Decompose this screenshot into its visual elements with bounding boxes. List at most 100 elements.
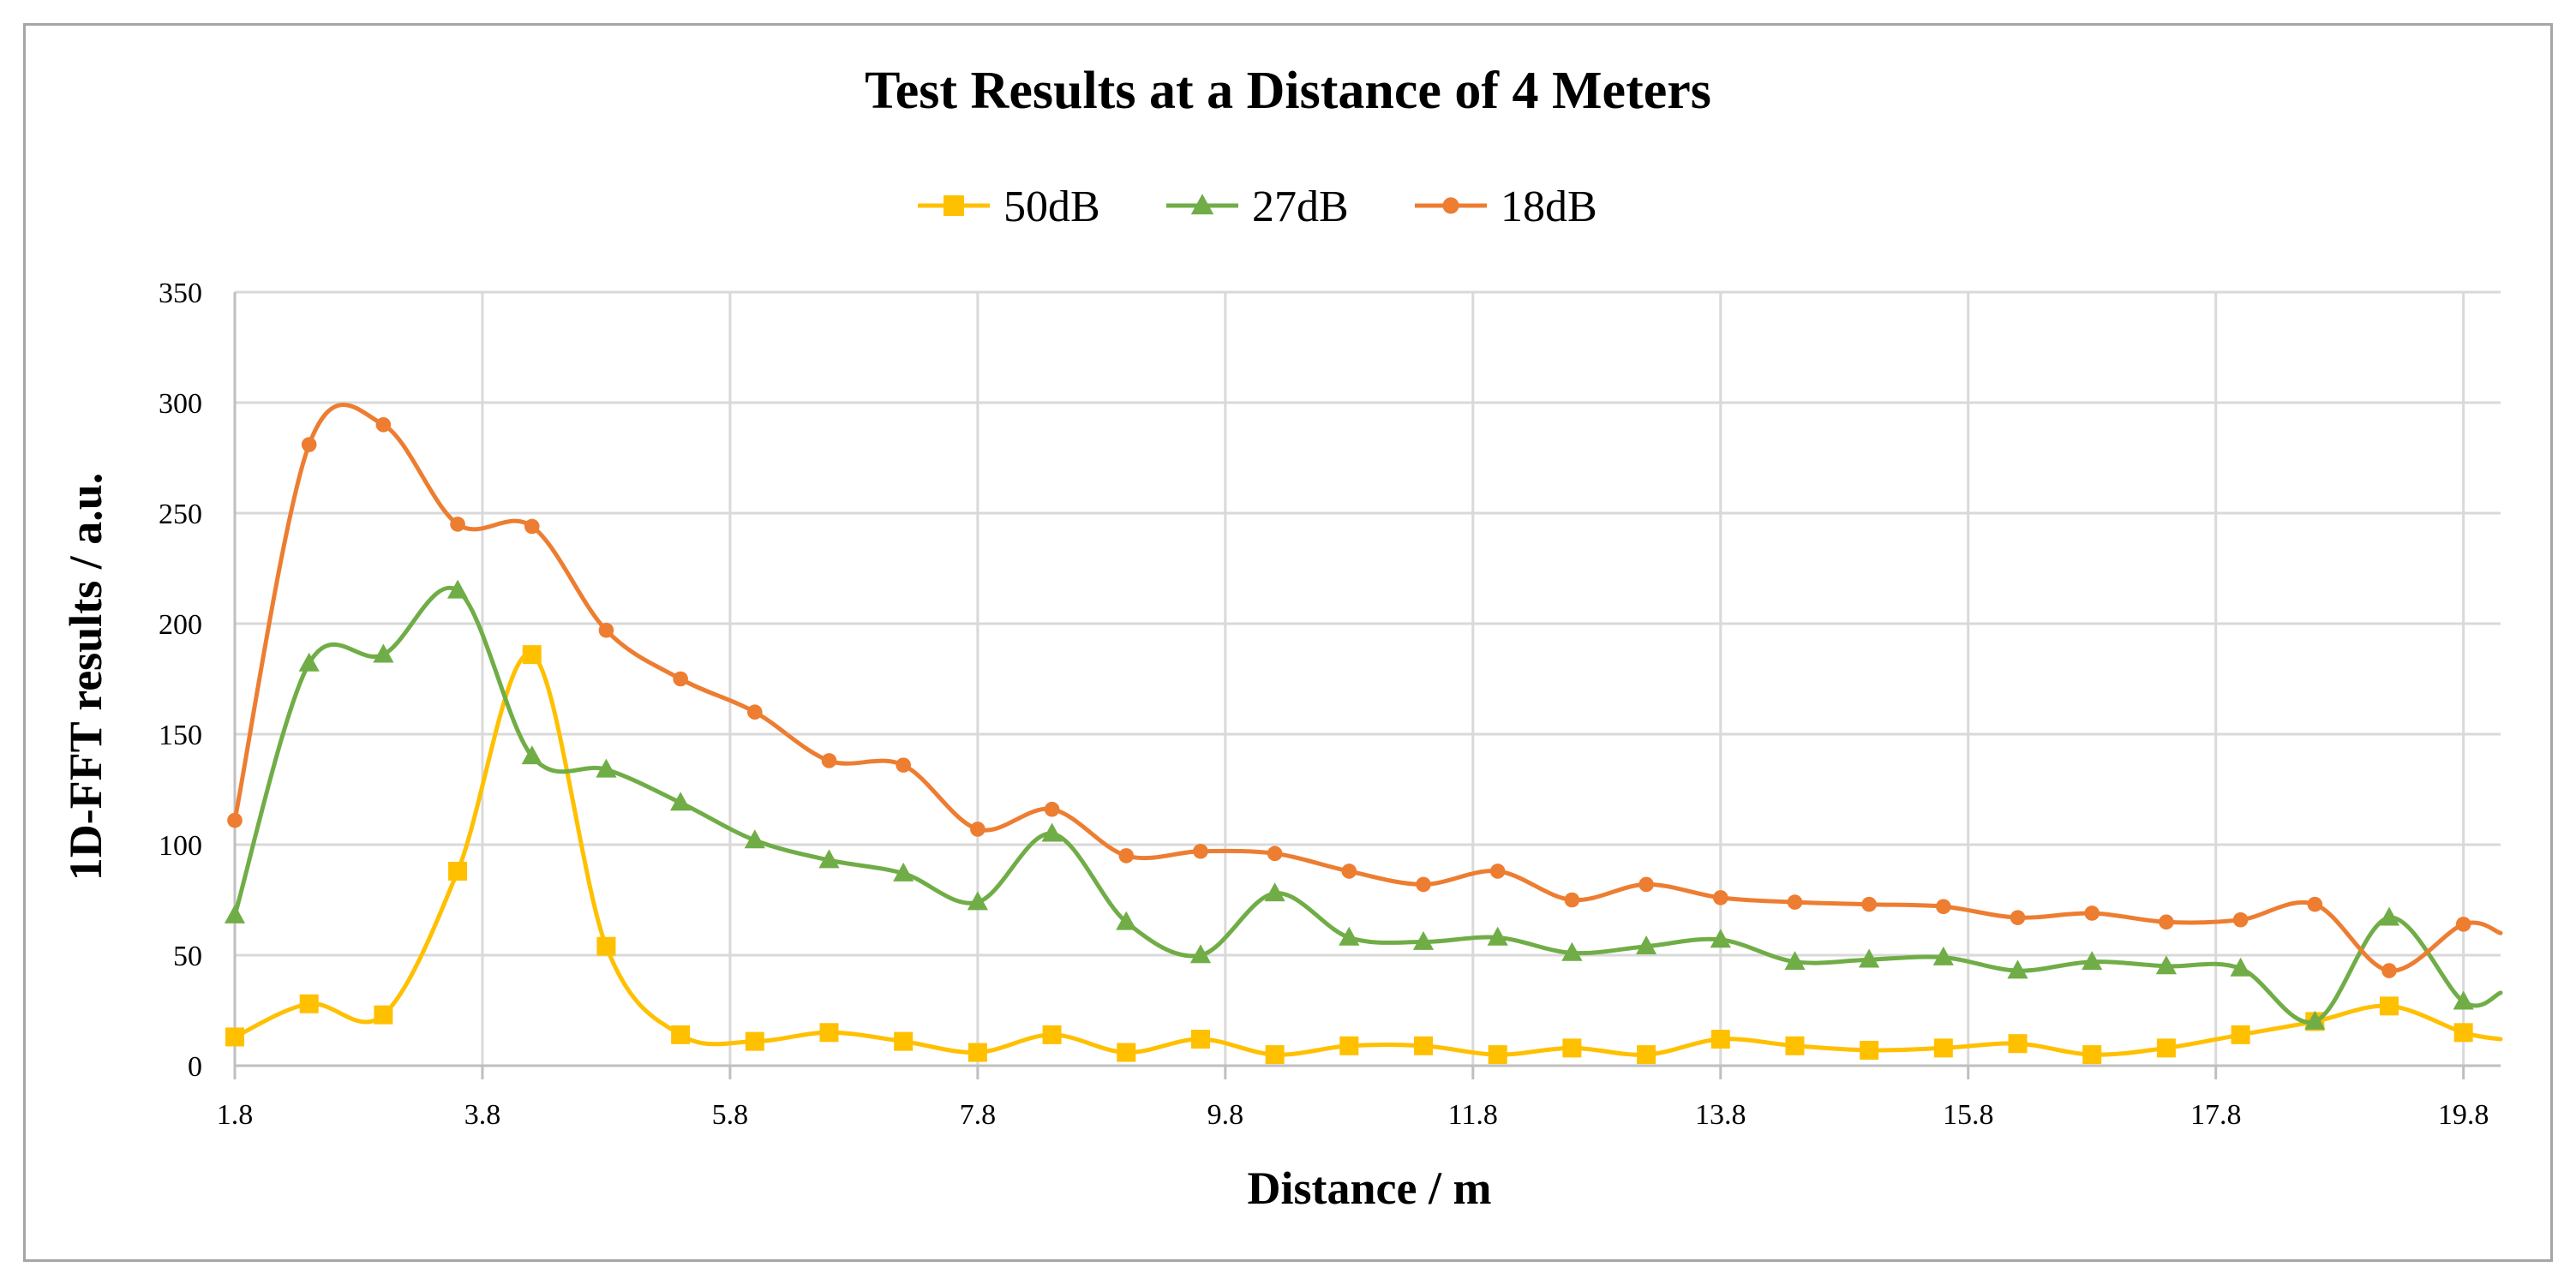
data-point [1416,876,1431,893]
data-point [1189,944,1212,964]
data-point [1341,864,1357,879]
data-point [2381,963,2397,978]
data-point [224,904,246,923]
data-point [1562,1038,1582,1058]
data-point [893,862,914,882]
x-tick-label: 11.8 [1448,1099,1498,1131]
legend-marker [1442,197,1459,214]
data-point [524,518,540,535]
data-point [2379,996,2399,1016]
data-point [2007,959,2028,979]
series-18dB [227,403,2503,978]
legend-item: 27dB [1166,182,1349,231]
data-point [1044,801,1060,817]
data-point [1041,822,1063,842]
data-point [745,1031,764,1051]
data-point [299,994,319,1013]
data-point [1859,948,1880,968]
y-tick-label: 100 [159,830,202,862]
data-point [2453,990,2474,1010]
data-point [1710,1030,1730,1049]
series-27dB [224,579,2503,1030]
data-point [375,417,392,433]
legend-item: 18dB [1415,182,1597,231]
data-point [2010,910,2026,925]
data-point [1488,1045,1507,1065]
data-point [1561,941,1583,961]
data-point [1936,899,1951,915]
x-tick-label: 5.8 [712,1099,749,1131]
series-line [232,403,2503,973]
data-point [670,792,692,811]
data-point [1412,930,1435,950]
data-point [747,704,763,720]
data-point [1710,929,1731,948]
data-point [894,1031,914,1051]
data-point [967,891,988,911]
legend: 50dB 27dB 18dB [918,182,1597,231]
data-point [744,829,765,849]
data-point [227,812,243,828]
y-tick-label: 150 [159,720,202,751]
data-point [896,757,911,773]
series-50dB [225,645,2503,1065]
data-point [447,579,469,599]
data-point [1787,894,1803,910]
y-tick-label: 300 [159,388,202,420]
series-layer [224,403,2503,1065]
data-point [521,745,542,765]
data-point [1339,926,1360,946]
data-point [374,1005,393,1025]
chart-title: Test Results at a Distance of 4 Meters [865,62,1711,120]
data-point [2159,914,2174,930]
data-point [2453,1023,2473,1043]
data-point [1264,882,1285,902]
data-point [1638,876,1654,893]
x-tick-label: 15.8 [1943,1099,1994,1131]
data-point [2156,1038,2176,1058]
data-point [2232,911,2249,928]
data-point [1487,926,1508,946]
data-point [1489,864,1506,879]
data-point [1932,946,1954,965]
data-point [1193,843,1208,859]
legend-item: 50dB [918,182,1100,231]
data-point [596,758,617,778]
axes: 0 50 100 150 200 250 300 350 1.8 3.8 5.8 7.8 9.8 11.8… [159,278,2501,1131]
data-point [1190,1030,1210,1049]
data-point [450,517,465,532]
data-point [225,1027,244,1047]
data-point [298,652,320,672]
data-point [2378,906,2400,926]
x-tick-label: 7.8 [960,1099,997,1131]
data-point [2231,1025,2250,1044]
data-point [2155,955,2177,975]
data-point [2082,951,2103,971]
legend-label: 50dB [1003,182,1100,231]
x-tick-label: 19.8 [2438,1099,2489,1131]
data-point [1267,846,1283,862]
data-point [596,936,616,956]
y-tick-label: 0 [188,1051,202,1083]
data-point [1265,1045,1285,1065]
data-point [2230,957,2251,977]
y-tick-label: 200 [159,609,202,641]
data-point [2008,1034,2028,1054]
x-tick-label: 1.8 [217,1099,254,1131]
data-point [1712,890,1728,905]
data-point [1118,848,1135,864]
y-tick-label: 50 [173,941,202,972]
data-point [522,645,542,665]
data-point [970,822,985,837]
data-point [2307,896,2323,912]
data-point [1933,1038,1953,1058]
data-point [1564,892,1580,908]
x-tick-label: 9.8 [1207,1099,1244,1131]
data-point [2082,1045,2102,1065]
x-tick-label: 3.8 [464,1099,501,1131]
legend-label: 27dB [1252,182,1349,231]
data-point [598,622,614,638]
data-point [2084,905,2100,921]
x-tick-label: 13.8 [1695,1099,1746,1131]
